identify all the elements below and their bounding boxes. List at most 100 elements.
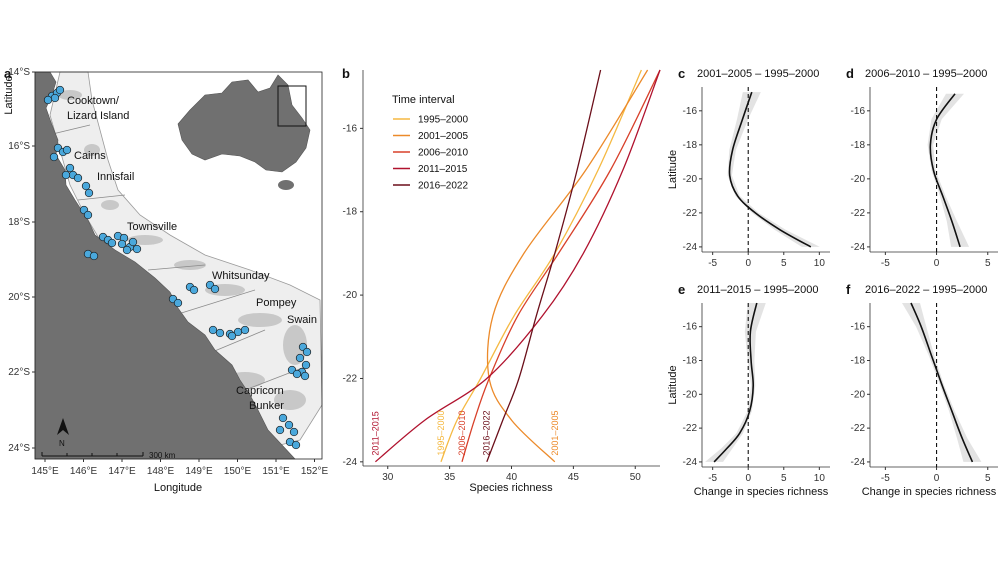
series-line-19952000	[440, 69, 642, 463]
survey-site	[215, 328, 225, 338]
series-annotation: 2001–2005	[550, 411, 560, 456]
legend-label: 2016–2022	[418, 181, 468, 192]
survey-site	[73, 173, 83, 183]
panel-f-title: 2016–2022 – 1995–2000	[865, 284, 987, 296]
panel-b-x-tick-label: 30	[382, 472, 394, 483]
north-arrow-icon	[57, 418, 69, 435]
panel-b-x-tick-label: 35	[444, 472, 456, 483]
panel-letter-a: a	[4, 66, 12, 81]
survey-site	[49, 152, 59, 162]
panel-c-y-tick-label: -18	[683, 140, 698, 151]
panel-f-xlabel: Change in species richness	[862, 486, 997, 498]
panel-c-trend-line	[728, 91, 812, 248]
panel-f-trend-line	[910, 302, 974, 463]
panel-c-x-tick-label: -5	[708, 258, 717, 269]
map-ylabel: Latitude	[3, 75, 15, 114]
panel-letter-b: b	[342, 66, 350, 81]
panel-d-confidence-band	[927, 93, 970, 247]
panel-c: c 2001–2005 – 1995–2000 -5 0 5 10 -16 -18 -20 -22…	[667, 66, 830, 269]
survey-site	[65, 163, 75, 173]
panel-e-y-tick-label: -24	[683, 457, 698, 468]
panel-f-y-tick-label: -24	[851, 457, 866, 468]
panel-f-y-tick-label: -20	[851, 389, 866, 400]
mainland-queensland	[34, 71, 296, 460]
panel-b-y-tick-label: -16	[343, 123, 358, 134]
map-border	[34, 71, 323, 460]
map-latitude-ticks: 14°S 16°S 18°S 20°S 22°S 24°S	[8, 67, 35, 454]
map-lon-tick-label: 148°E	[147, 466, 175, 477]
survey-site	[240, 325, 250, 335]
panel-b-y-tick-label: -22	[343, 373, 358, 384]
panel-c-ylabel: Latitude	[667, 150, 679, 189]
panel-letter-c: c	[678, 66, 685, 81]
panel-e-x-tick-label: 5	[781, 473, 787, 484]
legend: Time interval 1995–2000 2001–2005 2006–201…	[392, 94, 468, 192]
north-arrow: N	[57, 418, 69, 448]
city-townsville: Townsville	[127, 221, 177, 233]
panel-d-y-tick-label: -20	[851, 174, 866, 185]
australia-silhouette	[177, 74, 311, 173]
map-longitude-ticks: 145°E 146°E 147°E 148°E 149°E 150°E 151°E 152°E	[31, 459, 329, 477]
survey-site	[61, 170, 71, 180]
survey-site	[292, 369, 302, 379]
panel-d-y-tick-label: -18	[851, 140, 866, 151]
panel-c-y-tick-label: -16	[683, 106, 698, 117]
panel-a-map: a	[3, 66, 329, 494]
panel-e-xlabel: Change in species richness	[694, 486, 829, 498]
panel-c-y-tick-label: -24	[683, 242, 698, 253]
map-lat-tick-label: 18°S	[8, 217, 30, 228]
map-lon-tick-label: 145°E	[31, 466, 59, 477]
panel-c-confidence-band	[727, 92, 820, 247]
panel-b-x-tick-label: 40	[506, 472, 518, 483]
panel-letter-e: e	[678, 282, 685, 297]
city-pompey: Pompey	[256, 297, 297, 309]
panel-e-y-tick-label: -16	[683, 322, 698, 333]
panel-f-x-tick-label: 0	[934, 473, 940, 484]
panel-c-x-tick-label: 0	[745, 258, 751, 269]
series-line-20062010	[461, 69, 661, 462]
panel-b-series	[374, 69, 661, 463]
panel-b-y-tick-label: -18	[343, 207, 358, 218]
panel-b-y-tick-label: -24	[343, 457, 358, 468]
survey-site	[284, 420, 294, 430]
map-lon-tick-label: 147°E	[108, 466, 136, 477]
panel-e-y-tick-label: -22	[683, 423, 698, 434]
legend-label: 1995–2000	[418, 115, 468, 126]
panel-f-x-tick-label: -5	[881, 473, 890, 484]
tasmania	[278, 180, 294, 190]
panel-e-x-tick-label: -5	[708, 473, 717, 484]
panel-f-y-tick-label: -16	[851, 322, 866, 333]
australia-inset	[177, 74, 311, 190]
city-bunker: Bunker	[249, 400, 284, 412]
panel-e-ylabel: Latitude	[667, 365, 679, 404]
legend-label: 2011–2015	[418, 164, 468, 175]
survey-site	[117, 239, 127, 249]
city-capricorn: Capricorn	[236, 385, 284, 397]
panel-f-y-tick-label: -18	[851, 355, 866, 366]
panel-b-y-tick-label: -20	[343, 290, 358, 301]
panel-d-y-tick-label: -16	[851, 106, 866, 117]
legend-label: 2006–2010	[418, 148, 468, 159]
survey-site	[107, 238, 117, 248]
panel-e-trend-line	[713, 302, 758, 463]
map-lon-tick-label: 146°E	[70, 466, 98, 477]
series-annotation: 2011–2015	[370, 411, 380, 455]
city-cooktown: Cooktown/	[67, 95, 120, 107]
map-lat-tick-label: 20°S	[8, 292, 30, 303]
survey-site	[55, 85, 65, 95]
city-swain: Swain	[287, 314, 317, 326]
map-lat-tick-label: 16°S	[8, 141, 30, 152]
panel-c-y-tick-label: -22	[683, 208, 698, 219]
panel-f-x-tick-label: 5	[985, 473, 991, 484]
panel-e-title: 2011–2015 – 1995–2000	[697, 284, 819, 296]
panel-b-y-ticks: -16 -18 -20 -22 -24	[343, 123, 363, 468]
panel-d: d 2006–2010 – 1995–2000 -5 0 5 -16 -18 -20 -22 -2…	[846, 66, 998, 269]
panel-d-title: 2006–2010 – 1995–2000	[865, 68, 987, 80]
panel-b-xlabel: Species richness	[469, 482, 553, 494]
survey-site	[300, 371, 310, 381]
panel-f-y-tick-label: -22	[851, 423, 866, 434]
panel-e: e 2011–2015 – 1995–2000 -5 0 5 10 -16 -18 -20 -22…	[667, 282, 830, 498]
legend-label: 2001–2005	[418, 131, 468, 142]
survey-site	[301, 360, 311, 370]
